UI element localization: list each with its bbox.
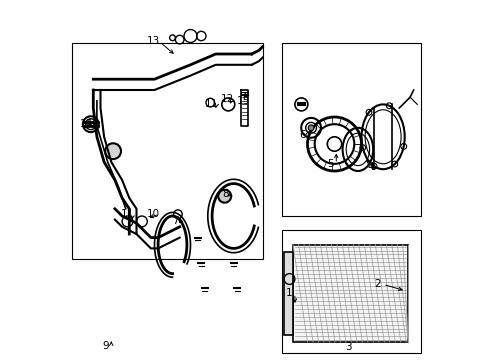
Bar xyxy=(282,43,420,216)
Text: 3: 3 xyxy=(345,342,351,352)
Bar xyxy=(282,230,420,353)
Circle shape xyxy=(307,125,313,131)
Text: 1: 1 xyxy=(285,288,292,298)
Text: 2: 2 xyxy=(374,279,380,289)
Text: 7: 7 xyxy=(172,216,178,226)
Text: 14: 14 xyxy=(80,119,93,129)
Bar xyxy=(72,43,262,259)
Circle shape xyxy=(105,143,121,159)
Text: 8: 8 xyxy=(222,189,228,199)
Bar xyxy=(284,252,292,335)
Text: 4: 4 xyxy=(367,162,374,172)
Bar xyxy=(292,245,407,342)
Text: 10: 10 xyxy=(147,209,160,219)
Text: 13: 13 xyxy=(147,36,160,46)
Text: 12: 12 xyxy=(220,94,233,104)
Text: 11: 11 xyxy=(204,99,218,109)
Text: 11: 11 xyxy=(121,209,134,219)
Text: 6: 6 xyxy=(298,130,305,140)
Circle shape xyxy=(218,190,231,203)
Text: 15: 15 xyxy=(236,96,249,106)
Text: 5: 5 xyxy=(327,159,333,169)
Text: 9: 9 xyxy=(102,341,109,351)
